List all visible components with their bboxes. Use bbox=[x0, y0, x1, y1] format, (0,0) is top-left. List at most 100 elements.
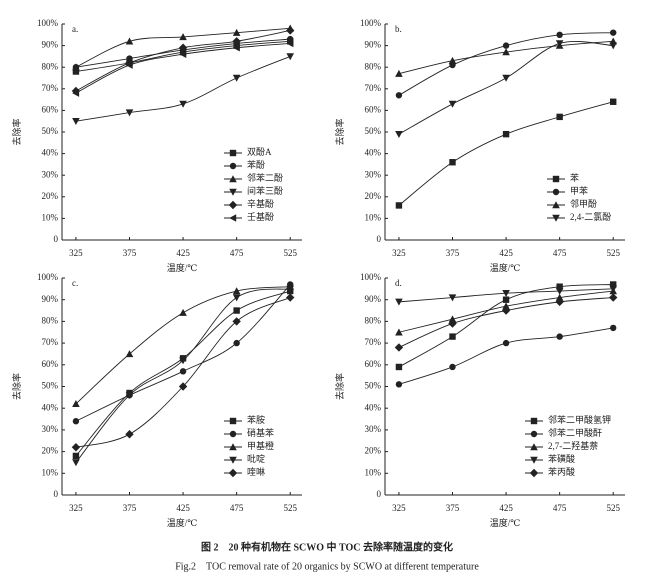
data-point bbox=[449, 159, 456, 166]
data-point bbox=[448, 294, 457, 302]
data-point bbox=[610, 29, 617, 36]
data-point bbox=[125, 391, 134, 399]
x-tick-label: 325 bbox=[392, 503, 406, 513]
legend-label: 辛基酚 bbox=[247, 198, 274, 209]
data-point bbox=[125, 37, 134, 45]
x-tick-label: 525 bbox=[606, 248, 620, 258]
y-tick-label: 20% bbox=[42, 191, 59, 201]
x-tick-label: 375 bbox=[446, 503, 460, 513]
y-tick-label: 60% bbox=[42, 104, 59, 114]
data-point bbox=[72, 89, 80, 97]
data-point bbox=[502, 48, 510, 56]
legend-label: 苯酚 bbox=[247, 159, 265, 170]
data-point bbox=[555, 40, 564, 48]
data-point bbox=[610, 324, 617, 332]
data-point bbox=[232, 74, 241, 82]
y-tick-label: 70% bbox=[365, 83, 382, 93]
x-axis-title: 温度/℃ bbox=[490, 517, 521, 528]
x-axis-title: 温度/℃ bbox=[490, 262, 521, 273]
data-point bbox=[501, 306, 511, 315]
y-tick-label: 10% bbox=[365, 467, 382, 477]
data-point bbox=[179, 33, 187, 41]
data-point bbox=[555, 293, 564, 301]
caption-en: Fig.2 TOC removal rate of 20 organics by… bbox=[175, 561, 479, 572]
y-tick-label: 70% bbox=[42, 337, 59, 347]
legend-label: 2,4-二氯酚 bbox=[570, 211, 611, 222]
x-tick-label: 425 bbox=[176, 503, 190, 513]
legend-label: 邻甲酚 bbox=[570, 198, 597, 209]
data-point bbox=[609, 285, 618, 293]
y-tick-label: 100% bbox=[360, 272, 382, 282]
legend-label: 甲基橙 bbox=[247, 440, 274, 451]
y-tick-label: 90% bbox=[42, 294, 59, 304]
y-tick-label: 80% bbox=[42, 315, 59, 325]
legend-marker bbox=[552, 175, 560, 183]
legend-marker bbox=[228, 468, 238, 478]
y-tick-label: 60% bbox=[42, 359, 59, 369]
data-point bbox=[395, 69, 403, 77]
legend-label: 甲苯 bbox=[570, 185, 588, 196]
y-axis-title: 去除率 bbox=[334, 373, 345, 400]
data-point bbox=[125, 350, 134, 358]
panel-label: d. bbox=[395, 278, 402, 288]
data-point bbox=[502, 302, 510, 310]
y-axis-title: 去除率 bbox=[334, 118, 345, 145]
y-tick-label: 50% bbox=[365, 126, 382, 136]
legend-marker bbox=[229, 214, 237, 222]
data-point bbox=[555, 287, 564, 295]
data-point bbox=[395, 92, 403, 99]
y-tick-label: 90% bbox=[42, 40, 59, 50]
x-tick-label: 325 bbox=[69, 248, 83, 258]
legend-marker bbox=[552, 201, 560, 209]
data-point bbox=[609, 293, 618, 302]
x-tick-label: 325 bbox=[69, 503, 83, 513]
y-tick-label: 30% bbox=[365, 424, 382, 434]
legend-label: 苯 bbox=[570, 172, 579, 183]
legend-label: 邻苯二甲酸氢钾 bbox=[548, 414, 611, 425]
x-tick-label: 375 bbox=[123, 503, 137, 513]
data-point bbox=[395, 381, 403, 388]
data-point bbox=[286, 285, 295, 293]
data-point bbox=[286, 39, 294, 48]
data-point bbox=[502, 296, 510, 303]
y-tick-label: 40% bbox=[42, 402, 59, 412]
data-point bbox=[448, 315, 457, 323]
legend-label: 吡啶 bbox=[247, 453, 265, 464]
series-line bbox=[398, 40, 614, 135]
y-tick-label: 0 bbox=[377, 489, 382, 499]
data-point bbox=[449, 363, 456, 371]
y-tick-label: 30% bbox=[365, 169, 382, 179]
data-point bbox=[556, 113, 563, 121]
data-point bbox=[395, 130, 403, 138]
legend-label: 2,7-二羟基萘 bbox=[548, 440, 598, 451]
data-point bbox=[232, 28, 241, 36]
legend-marker bbox=[530, 443, 538, 451]
legend-marker bbox=[530, 417, 538, 425]
data-point bbox=[502, 339, 510, 347]
y-tick-label: 60% bbox=[365, 104, 382, 114]
data-point bbox=[502, 42, 510, 49]
legend-label: 壬基酚 bbox=[247, 211, 274, 222]
y-tick-label: 40% bbox=[365, 402, 382, 412]
legend-label: 双酚A bbox=[247, 147, 272, 157]
data-point bbox=[232, 317, 241, 326]
data-point bbox=[72, 68, 80, 75]
x-tick-label: 525 bbox=[606, 503, 620, 513]
y-axis-title: 去除率 bbox=[11, 118, 22, 145]
data-point bbox=[502, 289, 510, 297]
y-tick-label: 100% bbox=[360, 18, 382, 28]
legend-label: 苯丙酸 bbox=[548, 466, 575, 477]
data-point bbox=[232, 37, 241, 46]
legend-label: 苯胺 bbox=[247, 414, 265, 425]
y-tick-label: 10% bbox=[42, 467, 59, 477]
data-point bbox=[610, 98, 617, 105]
data-point bbox=[610, 281, 617, 288]
data-point bbox=[233, 307, 240, 314]
y-tick-label: 50% bbox=[42, 381, 59, 391]
x-tick-label: 425 bbox=[499, 503, 513, 513]
y-tick-label: 50% bbox=[42, 126, 59, 136]
legend-marker bbox=[229, 430, 237, 438]
y-tick-label: 10% bbox=[42, 212, 59, 222]
y-tick-label: 90% bbox=[365, 294, 382, 304]
